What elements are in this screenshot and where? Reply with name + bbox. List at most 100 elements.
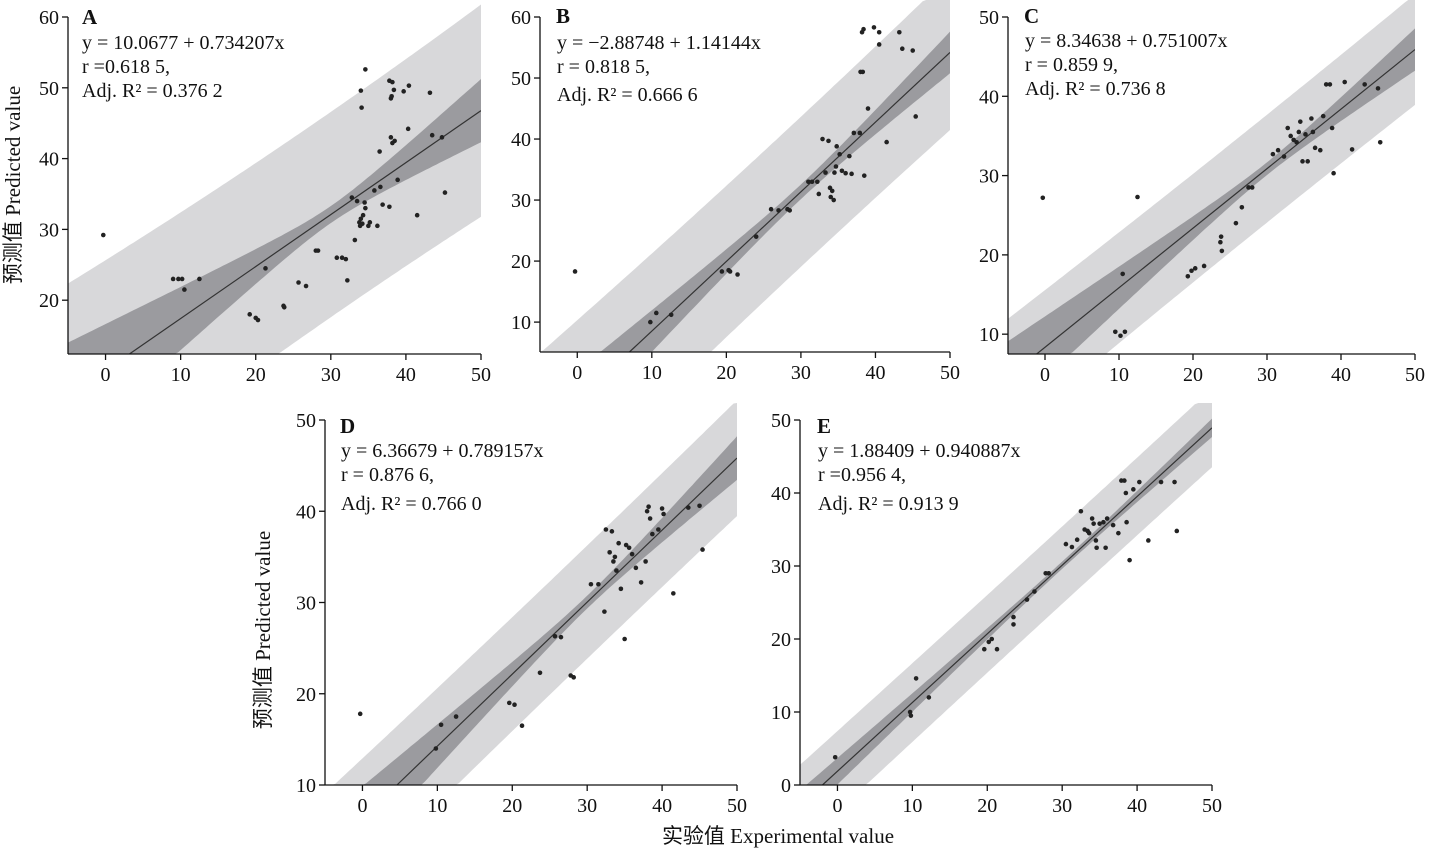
prediction-band (68, 4, 481, 354)
data-point (671, 591, 676, 596)
data-point (653, 310, 659, 316)
data-point (831, 197, 837, 203)
data-point (602, 609, 607, 614)
y-tick-label: 40 (979, 86, 999, 108)
data-point (735, 272, 740, 277)
data-point (861, 26, 866, 32)
x-tick-label: 40 (865, 362, 885, 384)
data-point (656, 527, 661, 532)
data-point (1046, 571, 1051, 576)
data-point (1124, 519, 1129, 525)
fit-line (629, 52, 950, 352)
y-tick-label: 30 (511, 190, 531, 212)
data-point (686, 505, 691, 510)
data-point (1377, 139, 1383, 145)
y-tick-label: 20 (39, 290, 59, 312)
data-point (357, 711, 363, 717)
y-tick-label: 60 (39, 7, 59, 29)
data-point (247, 312, 253, 317)
data-point (453, 714, 459, 719)
data-point (1300, 159, 1305, 164)
data-point (899, 46, 905, 52)
panel-e-annotation: E y = 1.88409 + 0.940887x r =0.956 4, Ad… (817, 414, 1021, 515)
data-point (349, 195, 355, 200)
data-point (406, 83, 412, 88)
data-point (865, 106, 871, 111)
data-point (1342, 79, 1347, 85)
data-point (611, 559, 616, 564)
data-point (815, 179, 820, 185)
data-point (1275, 147, 1281, 153)
data-point (668, 312, 674, 318)
data-point (1174, 528, 1180, 534)
data-point (1116, 530, 1121, 536)
data-point (363, 67, 368, 72)
y-tick-label: 30 (771, 556, 791, 578)
confidence-band (1008, 28, 1415, 354)
data-point (650, 531, 655, 537)
x-tick-label: 30 (321, 364, 341, 386)
data-point (612, 554, 618, 560)
x-tick-label: 50 (1202, 795, 1222, 817)
plot-area (68, 4, 481, 354)
data-point (1218, 234, 1224, 239)
data-point (1331, 170, 1336, 176)
y-tick-label: 40 (771, 483, 791, 505)
data-point (648, 319, 653, 325)
data-point (387, 204, 392, 210)
data-point (303, 283, 309, 289)
data-point (1063, 541, 1069, 547)
data-point (537, 670, 543, 676)
data-point (1104, 516, 1110, 521)
data-point (391, 87, 397, 93)
x-tick-label: 30 (791, 362, 811, 384)
data-point (1218, 239, 1223, 245)
data-point (860, 69, 866, 75)
data-point (176, 276, 181, 282)
data-point (182, 287, 187, 292)
data-point (1127, 557, 1132, 563)
data-point (832, 754, 838, 760)
data-point (392, 138, 397, 144)
data-point (614, 568, 619, 573)
data-point (1131, 487, 1136, 492)
data-point (986, 639, 992, 645)
prediction-band (800, 403, 1212, 785)
regression-equation: y = −2.88748 + 1.14144x (557, 32, 761, 54)
data-point (908, 713, 914, 718)
data-point (334, 255, 340, 261)
data-point (263, 266, 268, 271)
x-tick-label: 40 (652, 795, 672, 817)
data-point (829, 188, 835, 194)
data-point (388, 135, 394, 140)
data-point (753, 234, 759, 239)
data-point (362, 200, 367, 205)
data-point (1113, 329, 1118, 335)
adjusted-r-squared: Adj. R² = 0.736 8 (1025, 78, 1166, 100)
panel-d: 0 10 20 30 40 50 10 20 30 40 50 (296, 403, 747, 817)
prediction-band (325, 403, 737, 785)
data-point (1135, 194, 1140, 200)
data-point (519, 723, 525, 728)
data-point (727, 269, 733, 274)
correlation-r: r =0.618 5, (82, 56, 170, 78)
data-point (339, 255, 345, 261)
y-tick-label: 60 (511, 7, 531, 29)
data-point (626, 545, 632, 551)
data-point (994, 646, 1000, 652)
data-point (343, 256, 349, 262)
data-point (834, 144, 839, 149)
data-point (633, 565, 639, 571)
data-point (1146, 538, 1151, 543)
data-point (179, 276, 185, 282)
data-point (644, 508, 650, 514)
fit-line (396, 457, 737, 785)
y-tick-label: 50 (39, 78, 59, 100)
y-tick-label: 0 (781, 775, 791, 797)
fit-line (1036, 49, 1415, 354)
x-tick-label: 50 (1405, 364, 1425, 386)
data-point (1219, 248, 1225, 254)
data-point (439, 135, 445, 140)
y-tick-label: 40 (39, 149, 59, 171)
